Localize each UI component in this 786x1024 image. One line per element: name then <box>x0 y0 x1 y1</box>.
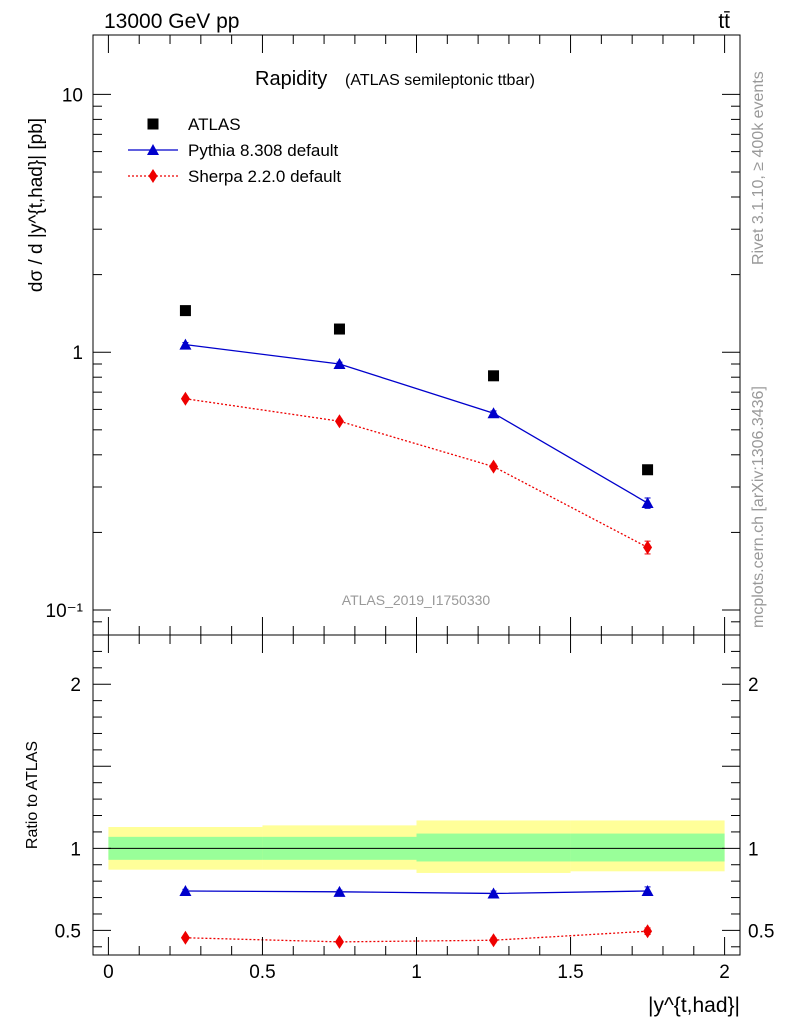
legend: ATLAS Pythia 8.308 default Sherpa 2.2.0 de… <box>128 115 341 186</box>
pythia-8-308-default-line <box>185 343 648 504</box>
pythia-8-308-default-point <box>641 497 654 509</box>
ratio-panel: 0.5 0.5 1 1 2 2 0 0.5 1 1.5 2 Ratio to ATLAS |y^{t… <box>24 634 774 1017</box>
legend-pythia-8-308-default-label: Pythia 8.308 default <box>188 141 339 160</box>
x-tick-label: 0 <box>103 962 114 983</box>
mcplots-label: mcplots.cern.ch [arXiv:1306.3436] <box>750 386 767 628</box>
pythia-8-308-default-point <box>179 885 192 896</box>
main-ylabel: dσ / d |y^{t,had}| [pb] <box>26 118 47 292</box>
ratio-y-tick-label: 0.5 <box>55 921 81 942</box>
legend-atlas-marker <box>147 118 159 130</box>
pythia-8-308-default-point <box>641 885 654 896</box>
sherpa-2-2-0-default-point <box>180 391 190 406</box>
y-tick-label: 10⁻¹ <box>46 601 84 622</box>
ratio-y-tick-label-right: 2 <box>748 675 759 696</box>
watermark-label: ATLAS_2019_I1750330 <box>342 592 491 608</box>
main-panel: 10⁻¹ 1 10 Rapidity (ATLAS semileptonic ttb… <box>26 34 741 636</box>
x-tick-label: 1 <box>411 962 422 983</box>
plot-title: Rapidity <box>255 68 327 90</box>
y-tick-label: 10 <box>62 85 83 106</box>
plot-subtitle: (ATLAS semileptonic ttbar) <box>345 72 535 89</box>
sherpa-2-2-0-default-point <box>489 459 499 474</box>
legend-atlas-label: ATLAS <box>188 115 241 134</box>
process-label: tt̄ <box>718 10 730 33</box>
sherpa-2-2-0-default-point <box>489 933 499 948</box>
ratio-y-tick-label-right: 1 <box>748 839 759 860</box>
atlas-point <box>179 305 191 317</box>
pythia-8-308-default-point <box>487 407 500 419</box>
pythia-8-308-default-point <box>333 358 346 370</box>
sherpa-2-2-0-default-point <box>334 414 344 429</box>
energy-label: 13000 GeV pp <box>104 10 239 33</box>
y-tick-label: 1 <box>72 343 83 364</box>
stat-uncertainty-band <box>416 833 571 862</box>
atlas-point <box>642 464 654 476</box>
ratio-frame <box>92 634 741 956</box>
x-axis-label: |y^{t,had}| <box>648 994 740 1017</box>
sherpa-2-2-0-default-line <box>185 398 648 548</box>
ratio-ylabel: Ratio to ATLAS <box>24 741 41 849</box>
pythia-8-308-default-line <box>185 890 648 895</box>
ratio-y-tick-label: 2 <box>70 675 81 696</box>
atlas-point <box>333 323 345 335</box>
x-tick-label: 0.5 <box>249 962 275 983</box>
ratio-y-tick-label-right: 0.5 <box>748 921 774 942</box>
sherpa-2-2-0-default-point <box>643 540 653 555</box>
sherpa-2-2-0-default-point <box>180 930 190 945</box>
sherpa-2-2-0-default-point <box>643 924 653 939</box>
pythia-8-308-default-point <box>487 887 500 899</box>
rivet-label: Rivet 3.1.10, ≥ 400k events <box>750 71 767 265</box>
stat-uncertainty-band <box>570 833 725 862</box>
sherpa-2-2-0-default-point <box>334 934 344 949</box>
ratio-y-tick-label: 1 <box>70 839 81 860</box>
legend-sherpa-2-2-0-default-marker <box>148 169 158 183</box>
atlas-point <box>488 370 500 382</box>
legend-pythia-8-308-default-marker <box>147 144 159 155</box>
legend-sherpa-2-2-0-default-label: Sherpa 2.2.0 default <box>188 167 341 186</box>
pythia-8-308-default-point <box>333 885 346 897</box>
x-tick-label: 1.5 <box>557 962 583 983</box>
x-tick-label: 2 <box>719 962 730 983</box>
pythia-8-308-default-point <box>179 338 192 350</box>
